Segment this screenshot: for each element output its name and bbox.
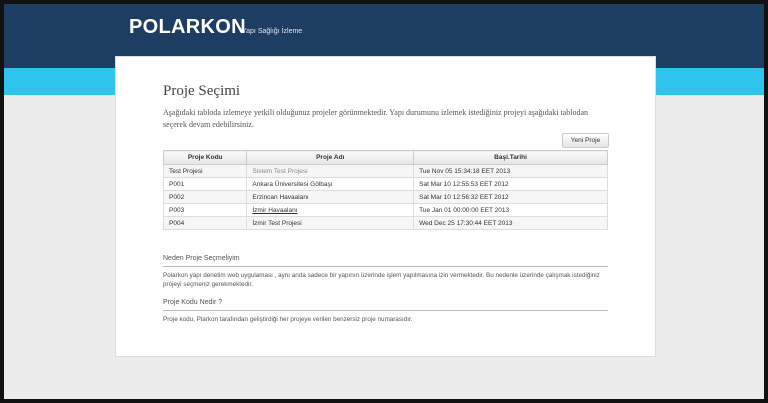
table-cell: P004 bbox=[162, 216, 248, 230]
table-cell: P001 bbox=[162, 177, 248, 191]
table-cell: Tue Nov 05 15:34:18 EET 2013 bbox=[413, 164, 608, 178]
project-row[interactable]: P001 Ankara Üniversitesi Gölbaşı Sat Mar 1… bbox=[162, 177, 608, 191]
page-title: Proje Seçimi bbox=[163, 83, 241, 99]
table-cell: Sat Mar 10 12:56:32 EET 2012 bbox=[413, 190, 608, 204]
table-cell: Ankara Üniversitesi Gölbaşı bbox=[246, 177, 415, 191]
section-body: Proje kodu, Plarkon tarafından geliştird… bbox=[163, 316, 413, 323]
table-cell: Erzincan Havaalanı bbox=[246, 190, 415, 204]
content-panel: Proje Seçimi Aşağıdaki tabloda izlemeye … bbox=[115, 56, 656, 357]
table-header: Proje Kodu Proje Adı Başl.Tarihi bbox=[162, 150, 608, 165]
project-row[interactable]: P004 İzmir Test Projesi Wed Dec 25 17:30:4… bbox=[162, 216, 608, 230]
project-table: Proje Kodu Proje Adı Başl.Tarihi Test Proje… bbox=[162, 150, 608, 230]
table-cell: Sistem Test Projesi bbox=[246, 164, 415, 178]
intro-text: Aşağıdaki tabloda izlemeye yetkili olduğ… bbox=[163, 108, 589, 129]
table-cell: P002 bbox=[162, 190, 248, 204]
table-cell: P003 bbox=[162, 203, 248, 217]
table-cell: Wed Dec 25 17:30:44 EET 2013 bbox=[413, 216, 608, 230]
project-row[interactable]: P003 İzmir Havaalanı Tue Jan 01 00:00:00 E… bbox=[162, 203, 608, 217]
project-row[interactable]: Test Projesi Sistem Test Projesi Tue Nov 0… bbox=[162, 164, 608, 178]
table-cell: İzmir Test Projesi bbox=[246, 216, 415, 230]
brand-subtitle: Yapı Sağlığı İzleme bbox=[242, 28, 303, 35]
column-header: Proje Adı bbox=[246, 150, 415, 165]
section-divider bbox=[163, 266, 608, 267]
table-cell: Tue Jan 01 00:00:00 EET 2013 bbox=[413, 203, 608, 217]
section-divider bbox=[163, 310, 608, 311]
table-cell: Sat Mar 10 12:55:53 EET 2012 bbox=[413, 177, 608, 191]
project-row[interactable]: P002 Erzincan Havaalanı Sat Mar 10 12:56:3… bbox=[162, 190, 608, 204]
column-header: Proje Kodu bbox=[162, 150, 248, 165]
brand: POLARKON bbox=[129, 16, 246, 38]
section-heading: Proje Kodu Nedir ? bbox=[163, 299, 223, 306]
section-heading: Neden Proje Seçmeliyim bbox=[163, 255, 240, 262]
column-header: Başl.Tarihi bbox=[413, 150, 608, 165]
table-cell: Test Projesi bbox=[162, 164, 248, 178]
section-body: Polarkon yapı denetim web uygulaması , a… bbox=[163, 272, 600, 288]
table-cell: İzmir Havaalanı bbox=[246, 203, 415, 217]
new-project-button[interactable]: Yeni Proje bbox=[562, 133, 609, 148]
